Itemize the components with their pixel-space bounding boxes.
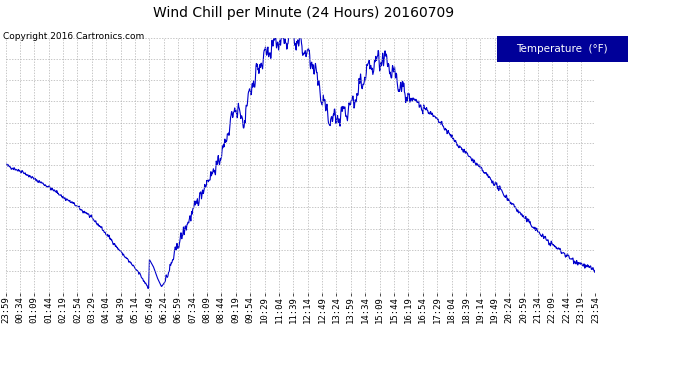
Text: Temperature  (°F): Temperature (°F): [517, 44, 608, 54]
Text: Wind Chill per Minute (24 Hours) 20160709: Wind Chill per Minute (24 Hours) 2016070…: [153, 6, 454, 20]
Text: Copyright 2016 Cartronics.com: Copyright 2016 Cartronics.com: [3, 32, 145, 41]
